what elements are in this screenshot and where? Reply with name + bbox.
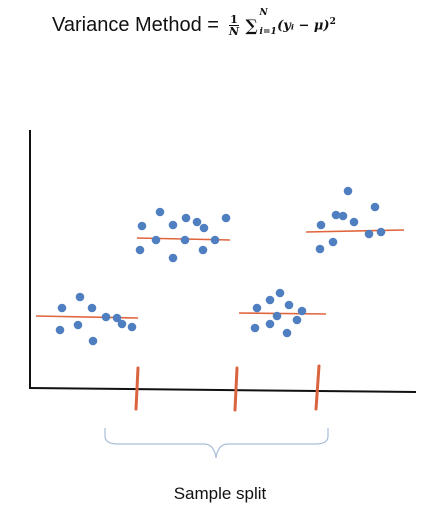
split-marker-3 bbox=[314, 364, 321, 411]
sample-split-label: Sample split bbox=[173, 484, 267, 503]
sample-split-bracket bbox=[104, 428, 329, 459]
title-label: Variance Method = bbox=[52, 14, 219, 36]
data-point bbox=[338, 211, 348, 221]
split-marker-2 bbox=[233, 366, 239, 412]
data-point bbox=[137, 221, 147, 231]
data-point bbox=[57, 303, 67, 313]
data-point bbox=[55, 325, 65, 335]
mean-line-1 bbox=[35, 315, 139, 319]
data-point bbox=[265, 319, 275, 329]
data-point bbox=[315, 244, 325, 254]
expression-body: (yᵢ − μ) bbox=[277, 18, 330, 34]
data-point bbox=[88, 336, 98, 346]
data-point bbox=[282, 328, 292, 338]
plot-axes bbox=[28, 130, 417, 393]
formula-fraction: 1 N bbox=[228, 13, 240, 38]
data-point bbox=[297, 306, 307, 316]
mean-line-3 bbox=[238, 312, 327, 315]
split-markers bbox=[134, 364, 321, 412]
data-point bbox=[117, 319, 127, 329]
data-point bbox=[180, 235, 190, 245]
data-point bbox=[265, 295, 275, 305]
data-point bbox=[250, 323, 260, 333]
data-point bbox=[292, 315, 302, 325]
data-point bbox=[376, 227, 386, 237]
data-point bbox=[272, 311, 282, 321]
formula-expression: (yᵢ − μ)2 bbox=[277, 17, 336, 33]
data-point bbox=[210, 235, 220, 245]
data-point bbox=[328, 237, 338, 247]
data-point bbox=[284, 300, 294, 310]
data-point bbox=[316, 220, 326, 230]
data-point bbox=[151, 235, 161, 245]
data-point bbox=[112, 313, 122, 323]
sum-lower-limit: i=1 bbox=[259, 27, 277, 37]
data-points bbox=[55, 186, 386, 346]
data-point bbox=[364, 229, 374, 239]
data-point bbox=[155, 207, 165, 217]
data-point bbox=[127, 322, 137, 332]
variance-formula: 1 N ∑ N i=1 (yᵢ − μ)2 bbox=[228, 8, 336, 37]
data-point bbox=[198, 245, 208, 255]
data-point bbox=[75, 292, 85, 302]
data-point bbox=[275, 288, 285, 298]
data-point bbox=[199, 223, 209, 233]
data-point bbox=[168, 220, 178, 230]
expression-exponent: 2 bbox=[329, 17, 336, 28]
sum-operator: ∑ N i=1 bbox=[245, 8, 277, 37]
sum-symbol: ∑ bbox=[245, 16, 258, 35]
data-point bbox=[168, 253, 178, 263]
data-point bbox=[192, 217, 202, 227]
data-point bbox=[221, 213, 231, 223]
data-point bbox=[87, 303, 97, 313]
data-point bbox=[252, 303, 262, 313]
data-point bbox=[370, 202, 380, 212]
data-point bbox=[135, 245, 145, 255]
formula-title: Variance Method = 1 N ∑ N i=1 (yᵢ − μ)2 bbox=[52, 8, 336, 54]
mean-line-4 bbox=[305, 229, 405, 233]
fraction-denominator: N bbox=[228, 25, 240, 38]
data-point bbox=[349, 217, 359, 227]
sum-upper-limit: N bbox=[259, 8, 268, 18]
data-point bbox=[181, 213, 191, 223]
data-point bbox=[343, 186, 353, 196]
data-point bbox=[101, 312, 111, 322]
x-axis bbox=[28, 387, 417, 393]
data-point bbox=[331, 210, 341, 220]
fraction-numerator: 1 bbox=[228, 13, 240, 26]
data-point bbox=[73, 320, 83, 330]
split-marker-1 bbox=[134, 366, 140, 411]
